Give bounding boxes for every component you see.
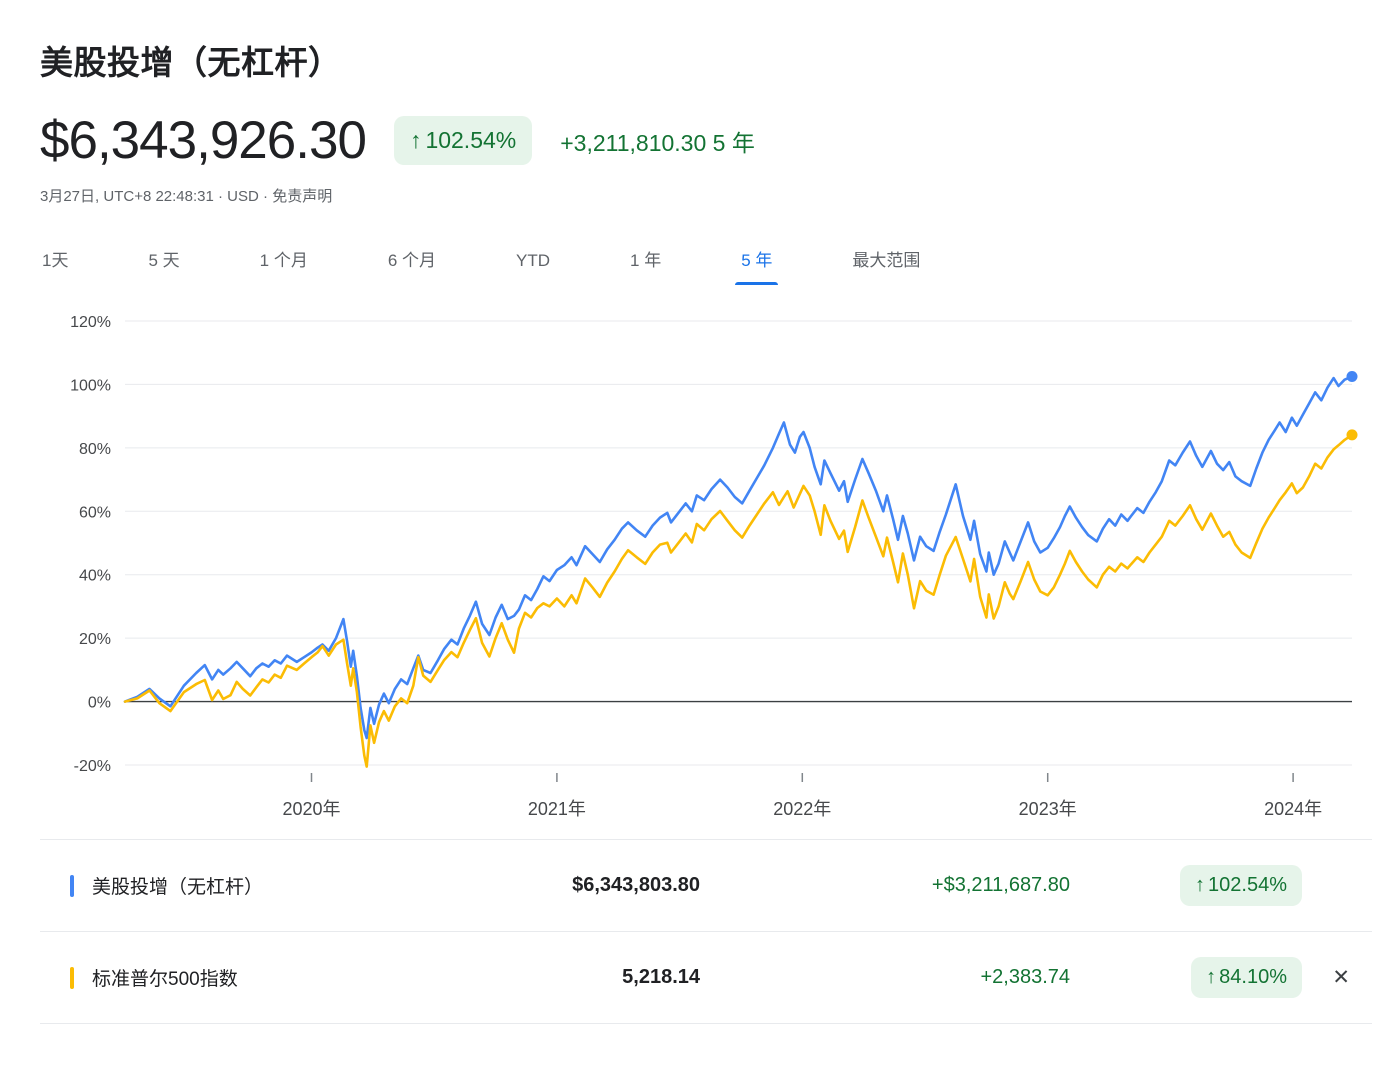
legend-name-cell: 美股投增（无杠杆） (40, 872, 430, 899)
tab-5y[interactable]: 5 年 (735, 240, 779, 285)
tab-max[interactable]: 最大范围 (852, 251, 921, 270)
up-arrow-icon: ↑ (1195, 874, 1206, 896)
svg-text:2023年: 2023年 (1019, 799, 1077, 819)
svg-text:80%: 80% (79, 441, 111, 458)
tab-1m[interactable]: 1 个月 (259, 251, 308, 270)
legend-color-marker (70, 966, 74, 989)
comparison-legend: 美股投增（无杠杆） $6,343,803.80 +$3,211,687.80 ↑… (40, 839, 1372, 1024)
svg-text:2021年: 2021年 (528, 799, 586, 819)
svg-text:-20%: -20% (74, 758, 111, 775)
legend-series-change: +2,383.74 (980, 966, 1070, 988)
chart-area[interactable]: 120% 100% 80% 60% 40% 20% 0% -20% 2020年 2021年 2022… (40, 307, 1372, 825)
svg-text:60%: 60% (79, 504, 111, 521)
google-finance-page: 美股投增（无杠杆） $6,343,926.30 ↑ 102.54% +3,211… (40, 44, 1372, 1024)
svg-text:120%: 120% (70, 314, 111, 331)
tab-ytd[interactable]: YTD (516, 251, 551, 270)
portfolio-value: $6,343,926.30 (40, 111, 367, 170)
tab-5d[interactable]: 5 天 (148, 251, 180, 270)
performance-chart[interactable]: 120% 100% 80% 60% 40% 20% 0% -20% 2020年 2021年 2022… (40, 307, 1370, 825)
legend-percent-badge: ↑ 84.10% (1191, 957, 1302, 998)
up-arrow-icon: ↑ (409, 127, 422, 153)
tab-1y[interactable]: 1 年 (630, 251, 662, 270)
price-row: $6,343,926.30 ↑ 102.54% +3,211,810.30 5 … (40, 110, 1372, 171)
meta-line: 3月27日, UTC+8 22:48:31 · USD · 免责声明 (40, 185, 1372, 206)
svg-text:100%: 100% (70, 377, 111, 394)
legend-row[interactable]: 美股投增（无杠杆） $6,343,803.80 +$3,211,687.80 ↑… (40, 839, 1372, 931)
absolute-change-text: +3,211,810.30 5 年 (560, 129, 755, 156)
svg-text:2024年: 2024年 (1264, 799, 1322, 819)
legend-close-cell: ✕ (1302, 963, 1372, 992)
legend-percent-badge: ↑ 102.54% (1180, 865, 1302, 906)
page-title: 美股投增（无杠杆） (40, 44, 342, 81)
legend-percent-value: 84.10% (1219, 966, 1287, 988)
disclaimer-link[interactable]: 免责声明 (272, 188, 333, 205)
legend-series-name: 标准普尔500指数 (92, 969, 238, 990)
legend-series-value: 5,218.14 (622, 966, 700, 988)
percent-change-badge: ↑ 102.54% (393, 116, 533, 165)
svg-text:0%: 0% (88, 695, 111, 712)
legend-series-value: $6,343,803.80 (572, 874, 700, 896)
legend-color-marker (70, 874, 74, 897)
svg-text:20%: 20% (79, 631, 111, 648)
legend-percent-value: 102.54% (1208, 874, 1287, 896)
tab-6m[interactable]: 6 个月 (387, 251, 437, 270)
legend-series-change: +$3,211,687.80 (931, 874, 1070, 896)
legend-name-cell: 标准普尔500指数 (40, 964, 430, 991)
legend-badge-cell: ↑ 102.54% (1070, 865, 1302, 906)
percent-change-value: 102.54% (425, 127, 517, 153)
timestamp-currency-text: 3月27日, UTC+8 22:48:31 · USD · (40, 188, 269, 205)
close-icon[interactable]: ✕ (1324, 963, 1358, 992)
time-range-tabs: 1天 5 天 1 个月 6 个月 YTD 1 年 5 年 最大范围 (40, 240, 1372, 285)
tab-1d[interactable]: 1天 (42, 251, 69, 270)
legend-row[interactable]: 标准普尔500指数 5,218.14 +2,383.74 ↑ 84.10% ✕ (40, 931, 1372, 1024)
svg-text:2020年: 2020年 (282, 799, 340, 819)
svg-text:40%: 40% (79, 568, 111, 585)
legend-series-name: 美股投增（无杠杆） (92, 877, 264, 898)
svg-text:2022年: 2022年 (773, 799, 831, 819)
legend-badge-cell: ↑ 84.10% (1070, 957, 1302, 998)
up-arrow-icon: ↑ (1206, 966, 1217, 988)
